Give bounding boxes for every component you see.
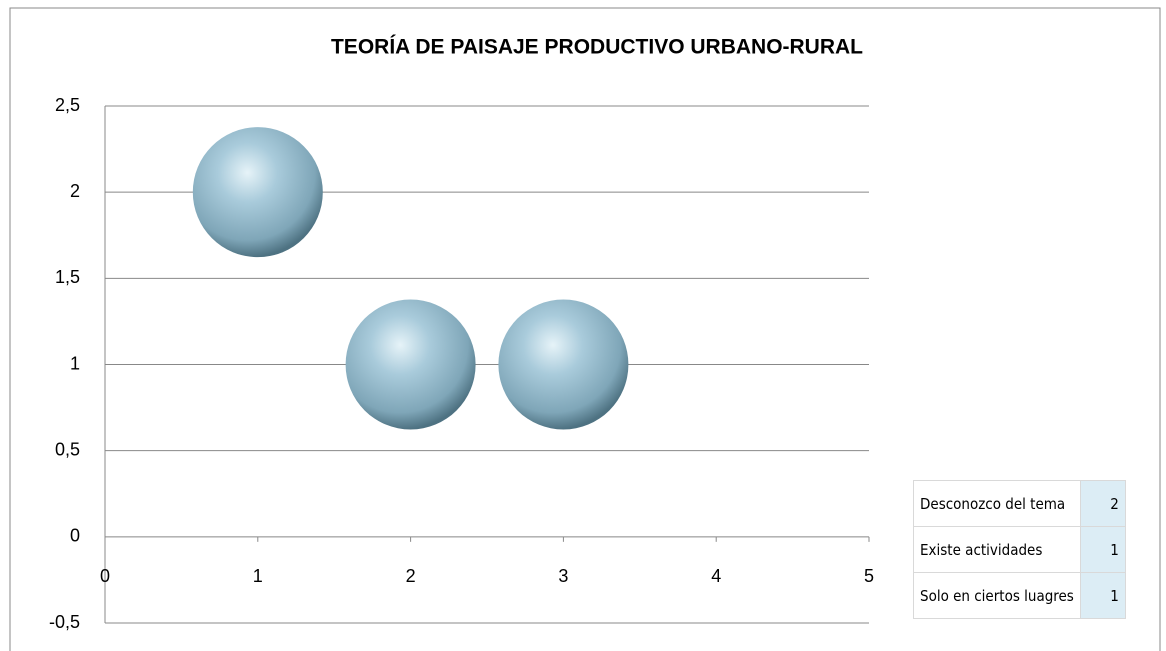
- table-row: Desconozco del tema 2: [913, 480, 1126, 527]
- bubble: [345, 299, 476, 430]
- x-tick-label: 3: [558, 566, 568, 586]
- table-value: 1: [1079, 526, 1126, 573]
- table-label: Solo en ciertos luagres: [913, 572, 1081, 619]
- table-label: Desconozco del tema: [913, 480, 1081, 527]
- y-tick-label: -0,5: [49, 612, 80, 632]
- table-row: Existe actividades 1: [913, 526, 1126, 573]
- table-row: Solo en ciertos luagres 1: [913, 572, 1126, 619]
- y-tick-label: 1,5: [55, 267, 80, 287]
- table-label: Existe actividades: [913, 526, 1081, 573]
- y-tick-label: 2,5: [55, 95, 80, 115]
- table-value: 2: [1079, 480, 1126, 527]
- y-tick-label: 0: [70, 526, 80, 546]
- x-tick-label: 0: [100, 566, 110, 586]
- bubble: [192, 127, 323, 258]
- y-tick-label: 0,5: [55, 439, 80, 459]
- chart-frame: [9, 7, 1161, 651]
- x-tick-label: 2: [406, 566, 416, 586]
- x-tick-label: 1: [253, 566, 263, 586]
- chart-title: TEORÍA DE PAISAJE PRODUCTIVO URBANO-RURA…: [331, 36, 863, 59]
- data-table: Desconozco del tema 2 Existe actividades 1 S…: [913, 480, 1126, 619]
- x-tick-label: 4: [711, 566, 721, 586]
- y-tick-label: 2: [70, 181, 80, 201]
- table-value: 1: [1079, 572, 1126, 619]
- x-tick-label: 5: [864, 566, 874, 586]
- bubble: [498, 299, 629, 430]
- y-tick-label: 1: [70, 353, 80, 373]
